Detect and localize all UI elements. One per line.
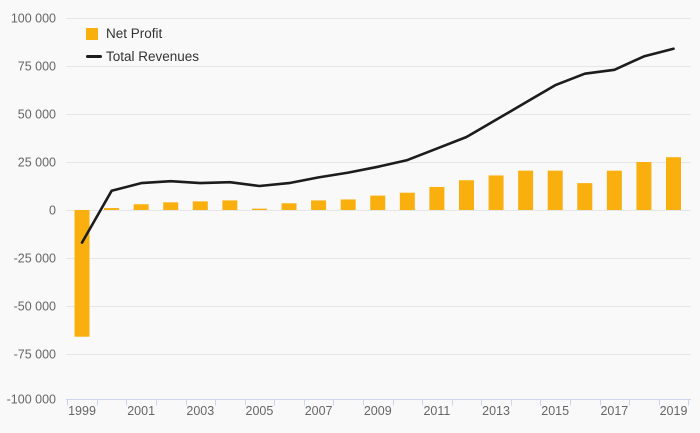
legend-item-net-profit[interactable]: Net Profit — [86, 25, 199, 42]
bar-2014[interactable] — [518, 170, 534, 210]
x-tick-label: 2011 — [423, 404, 450, 418]
y-tick-label: 75 000 — [18, 60, 56, 74]
x-tick-label: 1999 — [68, 404, 96, 418]
bar-2008[interactable] — [340, 199, 356, 210]
y-tick-label: 0 — [49, 204, 56, 218]
y-tick-label: 50 000 — [18, 108, 56, 122]
x-tick-label: 2019 — [660, 404, 688, 418]
bar-2019[interactable] — [666, 157, 681, 210]
bar-2004[interactable] — [222, 200, 238, 210]
x-tick-label: 2013 — [482, 404, 510, 418]
legend-label-net-profit: Net Profit — [106, 26, 163, 41]
bar-1999[interactable] — [74, 210, 90, 337]
bar-2002[interactable] — [163, 202, 179, 210]
y-tick-label: 25 000 — [18, 156, 56, 170]
bar-2016[interactable] — [577, 183, 593, 210]
y-tick-label: 100 000 — [11, 12, 56, 26]
total-revenues-dash-icon — [86, 55, 102, 58]
bar-2005[interactable] — [251, 208, 267, 210]
bar-2013[interactable] — [488, 175, 504, 210]
x-tick-label: 2003 — [186, 404, 214, 418]
bar-2001[interactable] — [133, 204, 149, 210]
bar-2011[interactable] — [429, 186, 445, 210]
bar-2006[interactable] — [281, 203, 297, 210]
bar-2012[interactable] — [458, 180, 474, 210]
bar-2010[interactable] — [399, 192, 415, 210]
y-tick-label: -75 000 — [14, 348, 56, 362]
x-tick-label: 2007 — [305, 404, 333, 418]
x-tick-label: 2001 — [127, 404, 155, 418]
x-tick-label: 2009 — [364, 404, 392, 418]
chart-legend: Net Profit Total Revenues — [86, 25, 199, 65]
bar-2007[interactable] — [311, 200, 327, 210]
bar-2009[interactable] — [370, 195, 386, 210]
legend-item-total-revenues[interactable]: Total Revenues — [86, 48, 199, 65]
bar-2003[interactable] — [192, 201, 208, 210]
total-revenues-line[interactable] — [80, 47, 675, 244]
y-tick-label: -25 000 — [14, 252, 56, 266]
x-tick-label: 2015 — [541, 404, 569, 418]
legend-label-total-revenues: Total Revenues — [106, 49, 200, 64]
x-tick-label: 2017 — [600, 404, 628, 418]
bar-2018[interactable] — [636, 162, 652, 210]
net-profit-swatch-icon — [86, 27, 98, 40]
bar-2017[interactable] — [606, 170, 622, 210]
x-tick-label: 2005 — [246, 404, 274, 418]
y-tick-label: -100 000 — [7, 393, 56, 407]
bar-2015[interactable] — [547, 170, 563, 210]
y-tick-label: -50 000 — [14, 300, 56, 314]
bar-2000[interactable] — [104, 208, 120, 210]
